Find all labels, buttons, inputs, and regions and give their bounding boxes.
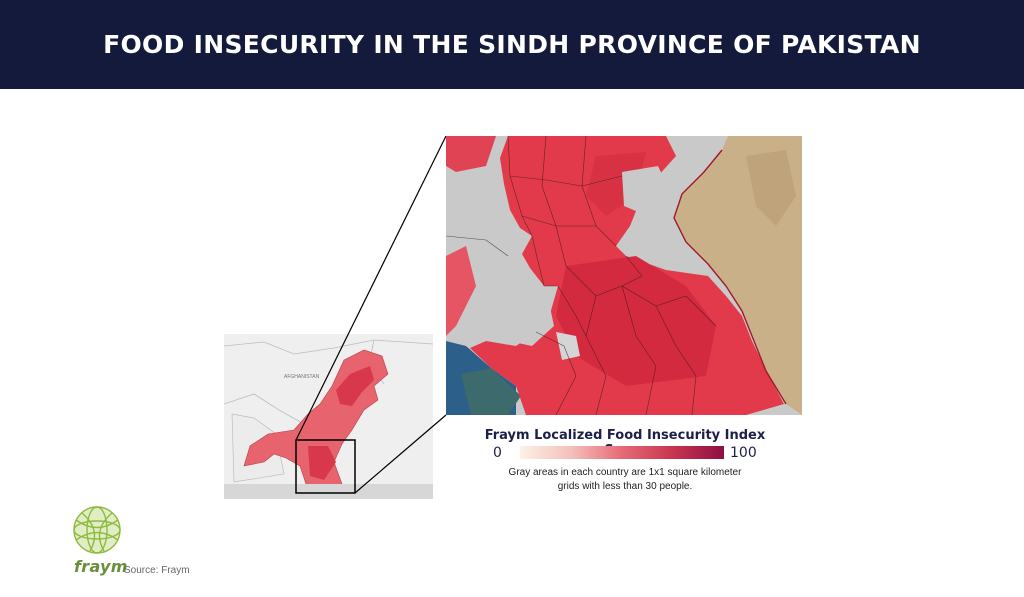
legend-note: Gray areas in each country are 1x1 squar… xyxy=(508,467,742,492)
page-title: FOOD INSECURITY IN THE SINDH PROVINCE OF… xyxy=(103,30,921,59)
header-banner: FOOD INSECURITY IN THE SINDH PROVINCE OF… xyxy=(0,0,1024,89)
globe-icon xyxy=(73,506,121,554)
legend-min-label: 0 xyxy=(493,445,502,461)
legend-max-label: 100 xyxy=(730,445,757,461)
overview-map-graphic: AFGHANISTAN xyxy=(224,334,433,499)
logo-wordmark: fraym xyxy=(74,557,128,576)
afghanistan-label: AFGHANISTAN xyxy=(284,374,320,380)
overview-map: AFGHANISTAN xyxy=(224,334,433,499)
source-credit: Source: Fraym xyxy=(124,565,190,576)
sindh-zoom-map xyxy=(446,136,802,415)
sindh-map-graphic xyxy=(446,136,802,415)
legend-color-scale xyxy=(520,446,724,459)
